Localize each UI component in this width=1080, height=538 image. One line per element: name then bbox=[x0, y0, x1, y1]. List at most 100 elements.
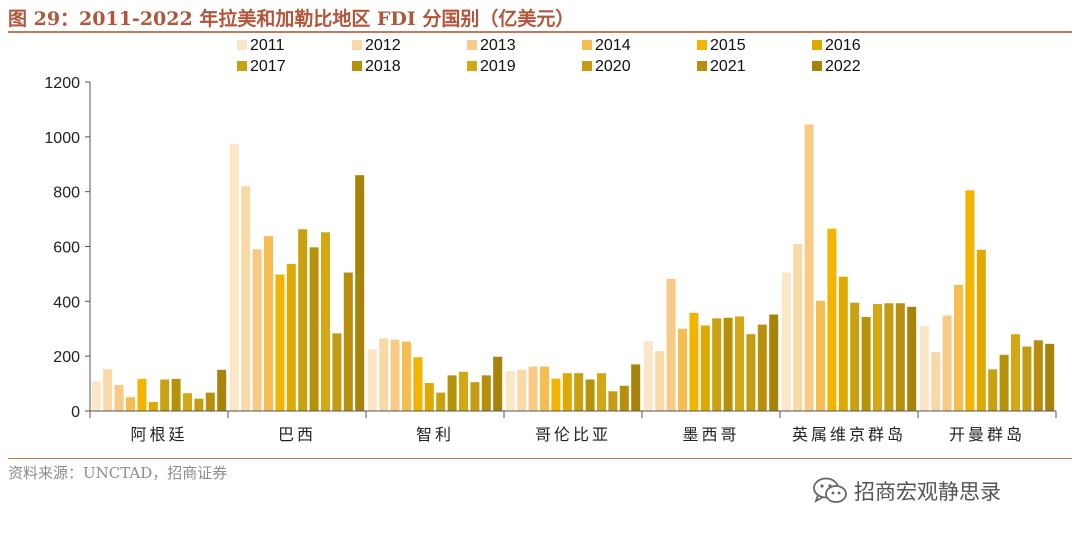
legend-label-2020: 2020 bbox=[595, 58, 631, 75]
bar-2015: 开曼群岛 2015: 805 bbox=[965, 190, 975, 411]
bar-2013: 英属维京群岛 2013: 1045 bbox=[804, 124, 814, 411]
bar-2022: 阿根廷 2022: 150 bbox=[217, 369, 227, 411]
y-tick-label: 1200 bbox=[44, 75, 80, 92]
bar-2011: 墨西哥 2011: 255 bbox=[643, 341, 653, 411]
bar-2017: 阿根廷 2017: 115 bbox=[160, 379, 170, 411]
bar-2019: 智利 2019: 143 bbox=[459, 371, 468, 411]
bar-chart: 2011 2012 2013 2014 2015 2016 2017 2018 2019 2020… bbox=[44, 37, 1057, 444]
bar-2018: 哥伦比亚 2018: 115 bbox=[585, 379, 595, 411]
y-tick-label: 0 bbox=[71, 404, 80, 421]
legend-swatch-2021 bbox=[697, 61, 707, 71]
y-tick-label: 800 bbox=[53, 185, 80, 202]
y-tick-label: 600 bbox=[53, 240, 80, 257]
bar-2012: 巴西 2012: 820 bbox=[241, 186, 251, 411]
bar-2016: 墨西哥 2016: 312 bbox=[700, 325, 710, 411]
bar-2016: 阿根廷 2016: 33 bbox=[148, 401, 158, 411]
bar-2015: 智利 2015: 196 bbox=[413, 357, 423, 411]
bar-2017: 哥伦比亚 2017: 138 bbox=[574, 373, 584, 411]
bar-2013: 哥伦比亚 2013: 162 bbox=[528, 366, 538, 411]
bar-2016: 英属维京群岛 2016: 490 bbox=[838, 276, 848, 411]
bar-2020: 智利 2020: 105 bbox=[470, 382, 480, 411]
bar-2015: 巴西 2015: 498 bbox=[275, 274, 285, 411]
bar-2013: 开曼群岛 2013: 348 bbox=[942, 315, 952, 411]
bar-2018: 英属维京群岛 2018: 343 bbox=[861, 316, 871, 411]
legend-label-2016: 2016 bbox=[825, 37, 861, 54]
bar-2019: 阿根廷 2019: 65 bbox=[183, 393, 192, 411]
bar-2017: 英属维京群岛 2017: 395 bbox=[850, 302, 860, 411]
bar-2021: 巴西 2021: 505 bbox=[343, 272, 353, 411]
bar-2013: 巴西 2013: 590 bbox=[252, 249, 262, 411]
x-category-label: 哥伦比亚 bbox=[535, 425, 611, 444]
bar-2013: 阿根廷 2013: 95 bbox=[114, 384, 124, 411]
bar-2011: 巴西 2011: 975 bbox=[229, 143, 239, 411]
bar-2020: 阿根廷 2020: 45 bbox=[194, 398, 204, 411]
bar-2014: 智利 2014: 253 bbox=[402, 341, 411, 411]
bar-2011: 阿根廷 2011: 108 bbox=[91, 381, 101, 411]
bar-2014: 英属维京群岛 2014: 402 bbox=[816, 300, 825, 411]
bar-2012: 哥伦比亚 2012: 150 bbox=[517, 369, 527, 411]
bar-2015: 阿根廷 2015: 117 bbox=[137, 378, 147, 411]
legend-label-2013: 2013 bbox=[480, 37, 516, 54]
bar-2018: 巴西 2018: 597 bbox=[309, 247, 319, 411]
bar-2016: 哥伦比亚 2016: 138 bbox=[562, 373, 572, 411]
bar-2011: 英属维京群岛 2011: 505 bbox=[781, 272, 791, 411]
bar-2021: 英属维京群岛 2021: 393 bbox=[895, 303, 905, 411]
legend-label-2017: 2017 bbox=[250, 58, 286, 75]
bar-2018: 智利 2018: 130 bbox=[447, 375, 457, 411]
bar-2017: 巴西 2017: 663 bbox=[298, 229, 308, 411]
bar-2012: 智利 2012: 265 bbox=[379, 338, 389, 411]
bar-2012: 英属维京群岛 2012: 610 bbox=[793, 243, 803, 411]
bar-2011: 开曼群岛 2011: 310 bbox=[919, 326, 929, 411]
legend-label-2019: 2019 bbox=[480, 58, 516, 75]
bar-2016: 智利 2016: 102 bbox=[424, 383, 434, 411]
axes: 0 200 400 600 800 1000 1200 阿根廷 巴西 智利 哥伦比亚 墨西哥 英属维京群… bbox=[44, 75, 1057, 444]
bar-2022: 英属维京群岛 2022: 380 bbox=[907, 306, 917, 411]
x-category-label: 巴西 bbox=[278, 425, 316, 444]
y-tick-label: 400 bbox=[53, 294, 80, 311]
legend-swatch-2020 bbox=[582, 61, 592, 71]
y-tick-label: 1000 bbox=[44, 130, 80, 147]
bar-2012: 开曼群岛 2012: 215 bbox=[931, 352, 941, 411]
bar-2016: 开曼群岛 2016: 588 bbox=[976, 249, 986, 411]
bar-2022: 开曼群岛 2022: 245 bbox=[1045, 343, 1055, 411]
legend-label-2021: 2021 bbox=[710, 58, 746, 75]
legend-label-2012: 2012 bbox=[365, 37, 401, 54]
watermark-text: 招商宏观静思录 bbox=[854, 480, 1001, 504]
bar-2018: 墨西哥 2018: 340 bbox=[723, 317, 733, 411]
bar-2014: 开曼群岛 2014: 460 bbox=[954, 284, 963, 411]
bar-2018: 阿根廷 2018: 117 bbox=[171, 378, 181, 411]
bar-2013: 墨西哥 2013: 482 bbox=[666, 278, 676, 411]
bar-2021: 智利 2021: 130 bbox=[481, 375, 491, 411]
legend: 2011 2012 2013 2014 2015 2016 2017 2018 2019 2020… bbox=[237, 37, 861, 75]
chart-title: 图 29：2011-2022 年拉美和加勒比地区 FDI 分国别（亿美元） bbox=[8, 8, 575, 30]
legend-swatch-2017 bbox=[237, 61, 247, 71]
bar-2020: 英属维京群岛 2020: 393 bbox=[884, 303, 894, 411]
bar-2014: 哥伦比亚 2014: 162 bbox=[540, 366, 549, 411]
legend-label-2022: 2022 bbox=[825, 58, 861, 75]
bar-2014: 阿根廷 2014: 50 bbox=[126, 397, 135, 411]
wechat-icon bbox=[813, 477, 847, 503]
bar-2020: 墨西哥 2020: 280 bbox=[746, 334, 756, 411]
bar-2011: 哥伦比亚 2011: 145 bbox=[505, 371, 515, 411]
bar-2022: 巴西 2022: 860 bbox=[355, 175, 365, 411]
bar-2022: 智利 2022: 198 bbox=[493, 356, 503, 411]
title-divider bbox=[8, 31, 1072, 33]
legend-swatch-2019 bbox=[467, 61, 477, 71]
y-tick-label: 200 bbox=[53, 349, 80, 366]
legend-swatch-2014 bbox=[582, 40, 592, 50]
bar-2012: 墨西哥 2012: 218 bbox=[655, 351, 665, 411]
bar-2018: 开曼群岛 2018: 205 bbox=[999, 354, 1009, 411]
x-category-label: 阿根廷 bbox=[130, 425, 187, 444]
bar-2019: 墨西哥 2019: 345 bbox=[735, 316, 744, 411]
x-category-label: 墨西哥 bbox=[682, 425, 739, 444]
bar-2016: 巴西 2016: 536 bbox=[286, 264, 296, 411]
bar-2021: 哥伦比亚 2021: 92 bbox=[619, 385, 629, 411]
legend-swatch-2011 bbox=[237, 40, 247, 50]
bars: 阿根廷 2011: 108阿根廷 2012: 152阿根廷 2013: 95阿根… bbox=[91, 124, 1055, 411]
bar-2015: 英属维京群岛 2015: 665 bbox=[827, 228, 837, 411]
x-category-label: 开曼群岛 bbox=[949, 425, 1025, 444]
legend-swatch-2012 bbox=[352, 40, 362, 50]
legend-swatch-2018 bbox=[352, 61, 362, 71]
bar-2020: 哥伦比亚 2020: 72 bbox=[608, 391, 618, 411]
bar-2017: 开曼群岛 2017: 152 bbox=[988, 369, 998, 411]
